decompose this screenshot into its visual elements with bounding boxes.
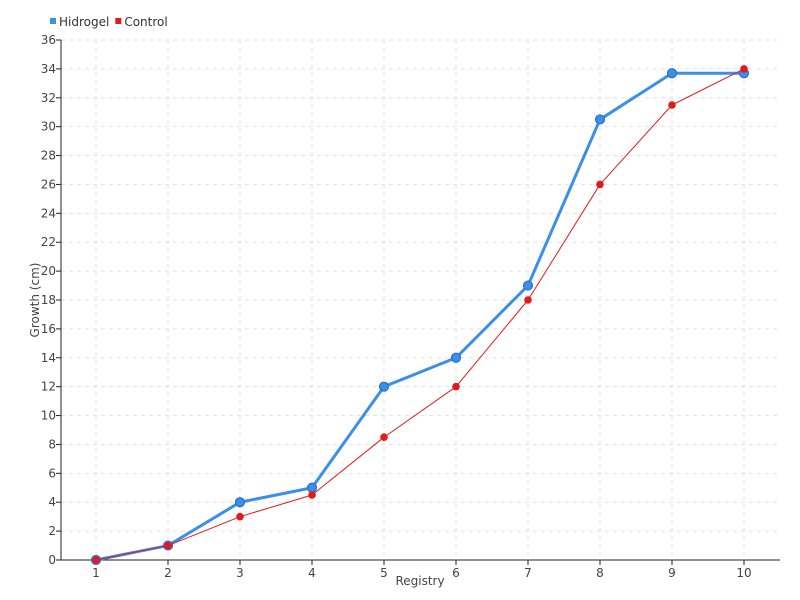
data-point-hidrogel[interactable]: [666, 68, 678, 79]
legend-swatch-control: [115, 18, 122, 24]
data-point-hidrogel[interactable]: [450, 352, 462, 363]
data-point-control[interactable]: [92, 556, 100, 564]
data-point-control[interactable]: [236, 512, 244, 521]
data-point-control[interactable]: [380, 433, 388, 442]
x-tick-label: 2: [164, 566, 172, 580]
x-tick-label: 5: [380, 566, 388, 580]
y-tick-label: 30: [41, 120, 56, 134]
grid: [61, 39, 780, 560]
legend-label-hidrogel[interactable]: Hidrogel: [59, 15, 109, 29]
y-tick-label: 2: [48, 524, 56, 538]
x-tick-label: 9: [668, 566, 676, 580]
y-tick-label: 26: [41, 177, 56, 191]
y-tick-label: 34: [41, 62, 56, 76]
legend-label-control[interactable]: Control: [124, 15, 167, 29]
x-tick-label: 6: [452, 566, 460, 580]
x-axis-title: Registry: [395, 574, 444, 588]
data-point-hidrogel[interactable]: [306, 482, 318, 493]
y-tick-label: 10: [41, 409, 56, 423]
x-tick-label: 8: [596, 566, 604, 580]
data-point-control[interactable]: [524, 296, 532, 304]
x-tick-label: 10: [736, 566, 751, 580]
series-hidrogel: [90, 68, 750, 566]
data-point-hidrogel[interactable]: [594, 114, 606, 125]
legend-swatch-hidrogel: [50, 18, 56, 24]
y-axis-title: Growth (cm): [28, 263, 42, 338]
data-point-control[interactable]: [308, 491, 316, 499]
legend: Hidrogel Control: [50, 15, 168, 29]
y-tick-label: 28: [41, 149, 56, 163]
data-point-hidrogel[interactable]: [522, 280, 534, 291]
x-axis-ticks: 1 2 3 4 5 6 7 8 9 10: [92, 560, 752, 580]
series-line-control: [95, 68, 745, 561]
series-line-hidrogel: [95, 71, 744, 562]
data-point-control[interactable]: [452, 382, 460, 391]
data-point-hidrogel[interactable]: [378, 381, 390, 392]
y-tick-label: 32: [41, 91, 56, 105]
data-point-control[interactable]: [668, 101, 676, 109]
y-tick-label: 14: [41, 351, 56, 365]
x-tick-label: 7: [524, 566, 532, 580]
y-tick-label: 24: [41, 206, 56, 220]
y-tick-label: 20: [41, 264, 56, 278]
data-point-hidrogel[interactable]: [234, 497, 246, 508]
y-tick-label: 22: [41, 235, 56, 249]
y-tick-label: 36: [41, 33, 56, 47]
series-layer: [90, 65, 750, 566]
x-tick-label: 3: [236, 566, 244, 580]
data-point-control[interactable]: [596, 180, 604, 189]
y-tick-label: 0: [48, 553, 56, 567]
y-tick-label: 16: [41, 322, 56, 336]
data-point-control[interactable]: [164, 541, 172, 550]
y-tick-label: 12: [41, 380, 56, 394]
y-tick-label: 18: [41, 293, 56, 307]
y-tick-label: 6: [48, 466, 56, 480]
series-control: [92, 65, 748, 564]
x-tick-label: 1: [92, 566, 100, 580]
y-tick-label: 4: [48, 495, 56, 509]
data-point-control[interactable]: [740, 65, 748, 73]
x-tick-label: 4: [308, 566, 316, 580]
y-tick-label: 8: [48, 437, 56, 451]
